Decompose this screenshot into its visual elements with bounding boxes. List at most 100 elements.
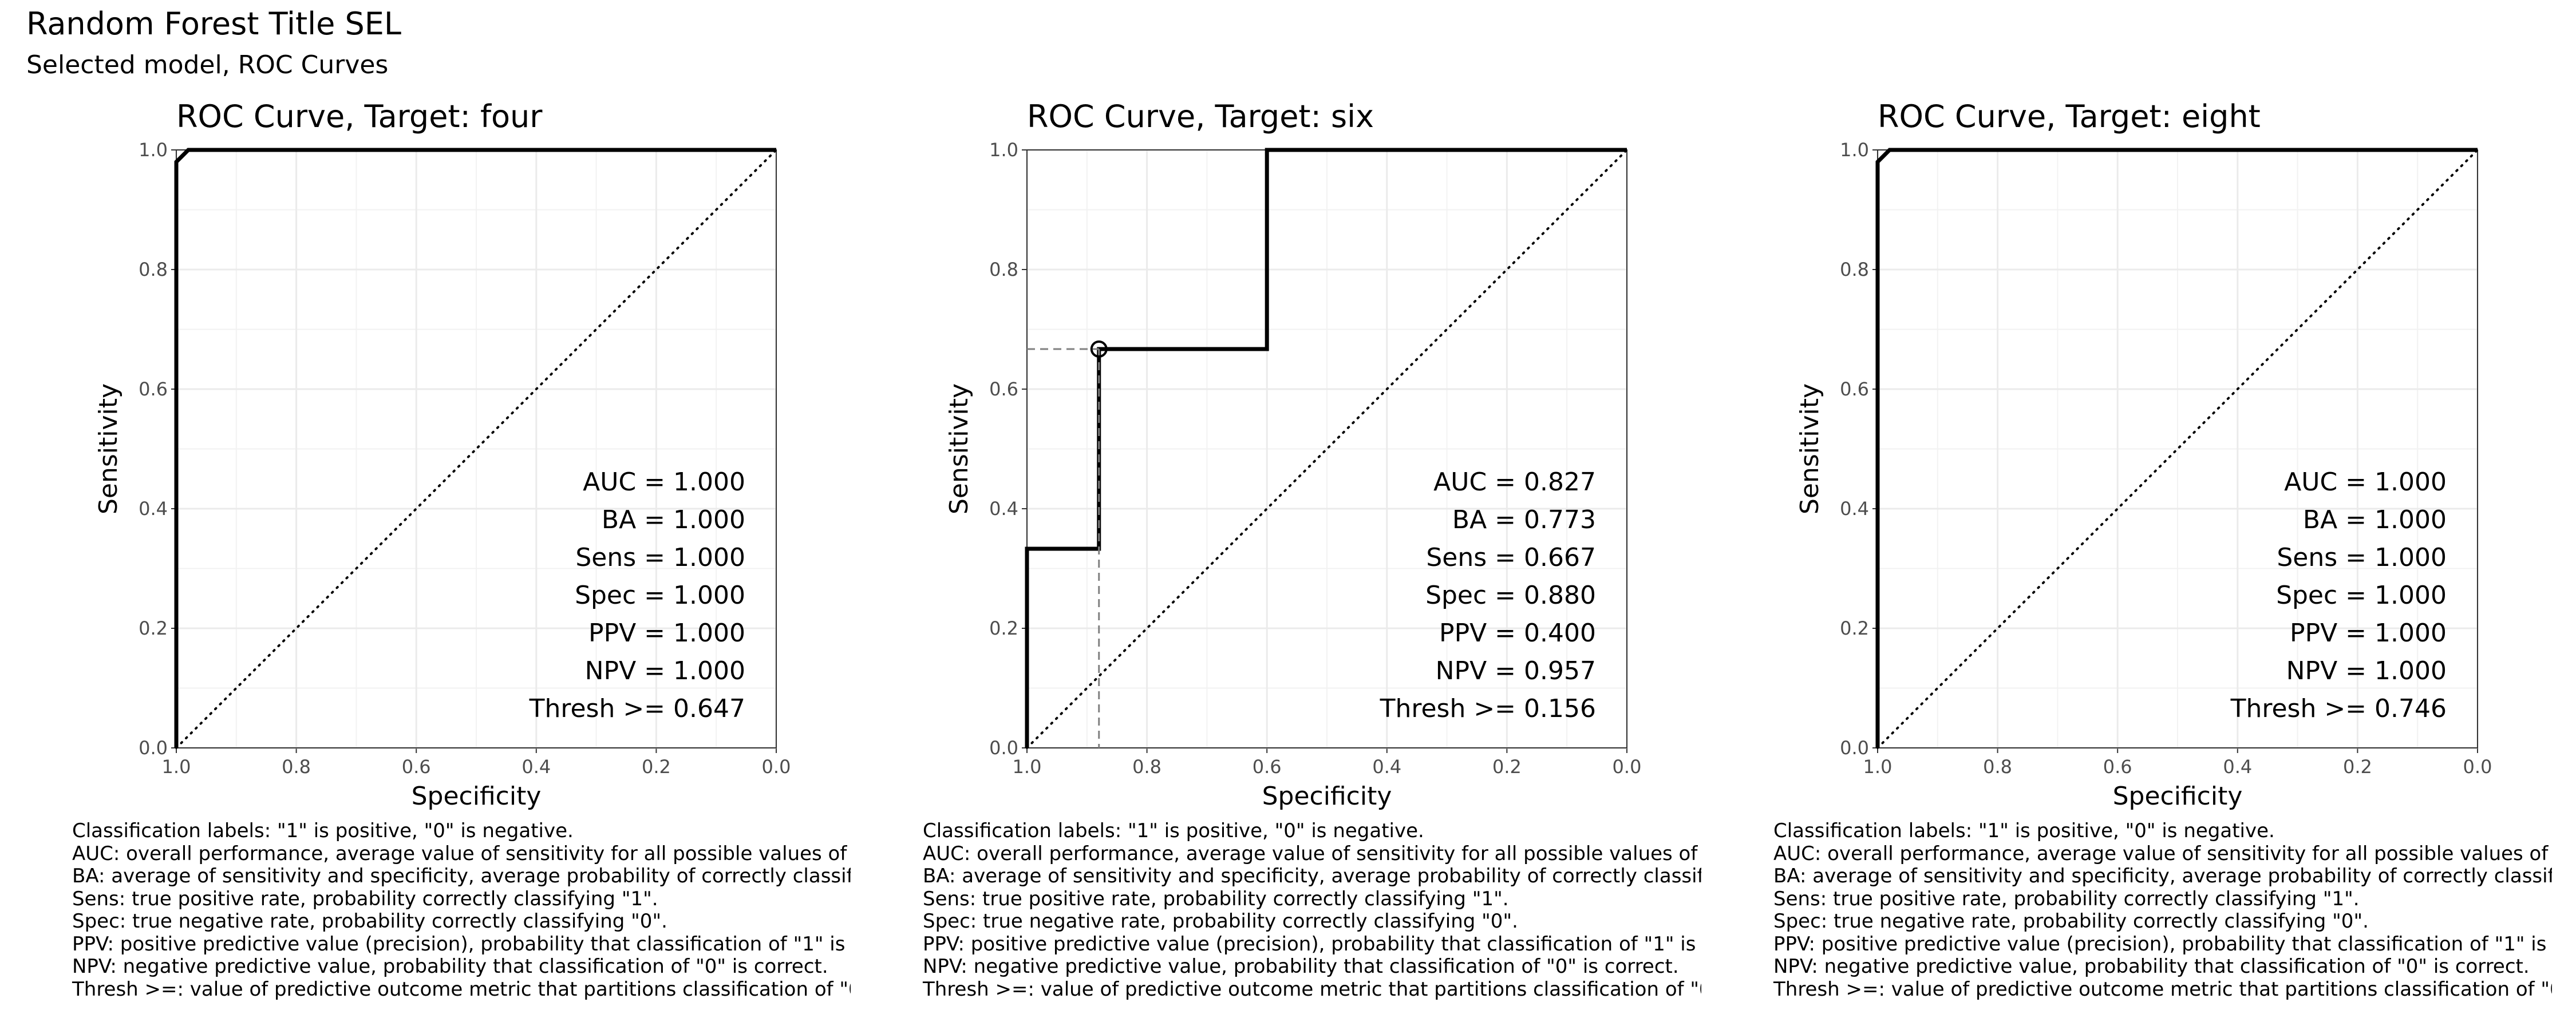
definition-line: Classification labels: "1" is positive, …	[923, 819, 1424, 842]
definition-line: PPV: positive predictive value (precisio…	[1773, 932, 2552, 956]
definition-line: Thresh >=: value of predictive outcome m…	[1773, 977, 2552, 1001]
y-tick-label: 0.0	[989, 737, 1018, 759]
y-tick-label: 0.4	[1840, 498, 1869, 520]
x-tick-label: 0.2	[1492, 756, 1522, 778]
x-tick-label: 1.0	[1013, 756, 1042, 778]
roc-chart-1: 1.0 0.8 0.6 0.4 0.2 0.0 0.0 0.2 0.4 0.6 0.8 1.0 AUC …	[94, 98, 791, 811]
chart-title: ROC Curve, Target: eight	[1878, 98, 2261, 134]
roc-panel-2: 1.0 0.8 0.6 0.4 0.2 0.0 0.0 0.2 0.4 0.6 0.8 1.0 AUC …	[851, 0, 1701, 1030]
x-tick-label: 0.8	[282, 756, 311, 778]
metric-annotation: Thresh >= 0.647	[529, 694, 745, 723]
figure-subtitle: Selected model, ROC Curves	[26, 50, 389, 80]
roc-panel-3: 1.0 0.8 0.6 0.4 0.2 0.0 0.0 0.2 0.4 0.6 0.8 1.0 AUC …	[1701, 0, 2552, 1030]
definition-line: NPV: negative predictive value, probabil…	[1773, 955, 2530, 978]
metric-annotation: Sens = 1.000	[2277, 543, 2447, 572]
chart-title: ROC Curve, Target: four	[176, 98, 543, 134]
definition-line: NPV: negative predictive value, probabil…	[72, 955, 828, 978]
x-axis-label: Specificity	[412, 782, 542, 811]
x-tick-label: 0.0	[762, 756, 791, 778]
definition-line: AUC: overall performance, average value …	[923, 842, 1701, 865]
metric-annotation: Thresh >= 0.156	[1380, 694, 1596, 723]
y-tick-label: 0.6	[1840, 378, 1869, 400]
x-tick-label: 0.2	[642, 756, 671, 778]
y-tick-label: 1.0	[1840, 139, 1869, 161]
x-tick-label: 0.4	[2223, 756, 2252, 778]
definition-line: BA: average of sensitivity and specifici…	[923, 865, 1701, 888]
x-axis-label: Specificity	[2113, 782, 2243, 811]
roc-curve-line	[1875, 148, 2478, 748]
x-tick-label: 0.0	[2463, 756, 2492, 778]
x-tick-label: 1.0	[162, 756, 191, 778]
definition-line: PPV: positive predictive value (precisio…	[923, 932, 1701, 956]
y-tick-label: 0.4	[139, 498, 168, 520]
y-tick-label: 0.2	[1840, 617, 1869, 639]
definition-line: Sens: true positive rate, probability co…	[1773, 887, 2360, 910]
definition-line: Classification labels: "1" is positive, …	[72, 819, 574, 842]
metric-annotation: BA = 1.000	[2303, 505, 2447, 534]
metric-annotation: AUC = 1.000	[2284, 468, 2447, 497]
y-tick-label: 0.0	[139, 737, 168, 759]
x-tick-label: 0.2	[2343, 756, 2372, 778]
metric-annotation: BA = 1.000	[602, 505, 745, 534]
metric-definitions: Classification labels: "1" is positive, …	[1773, 819, 2552, 1001]
selected-threshold-point	[1090, 340, 1108, 358]
roc-curve-line	[174, 148, 776, 748]
y-tick-label: 0.6	[139, 378, 168, 400]
x-tick-label: 0.0	[1613, 756, 1642, 778]
definition-line: AUC: overall performance, average value …	[1773, 842, 2552, 865]
definition-line: Spec: true negative rate, probability co…	[1773, 910, 2369, 933]
definition-line: PPV: positive predictive value (precisio…	[72, 932, 851, 956]
y-tick-label: 1.0	[989, 139, 1018, 161]
metric-annotation: AUC = 1.000	[583, 468, 745, 497]
x-axis-label: Specificity	[1262, 782, 1392, 811]
figure-title: Random Forest Title SEL	[26, 6, 401, 42]
metric-definitions: Classification labels: "1" is positive, …	[72, 819, 851, 1001]
y-tick-label: 0.2	[139, 617, 168, 639]
definition-line: Spec: true negative rate, probability co…	[72, 910, 667, 933]
y-tick-label: 0.2	[989, 617, 1018, 639]
definition-line: AUC: overall performance, average value …	[72, 842, 851, 865]
definition-line: Thresh >=: value of predictive outcome m…	[923, 977, 1701, 1001]
roc-chart-2: 1.0 0.8 0.6 0.4 0.2 0.0 0.0 0.2 0.4 0.6 0.8 1.0 AUC …	[945, 98, 1642, 811]
y-axis-label: Sensitivity	[945, 383, 974, 514]
chart-title: ROC Curve, Target: six	[1027, 98, 1374, 134]
x-tick-label: 0.8	[1983, 756, 2012, 778]
metric-annotation: PPV = 0.400	[1439, 619, 1596, 648]
y-axis-label: Sensitivity	[94, 383, 123, 514]
metric-annotation: NPV = 1.000	[2286, 656, 2447, 686]
x-tick-label: 0.6	[2103, 756, 2132, 778]
definition-line: Classification labels: "1" is positive, …	[1773, 819, 2275, 842]
y-axis-label: Sensitivity	[1795, 383, 1824, 514]
metric-annotation: Thresh >= 0.746	[2230, 694, 2447, 723]
y-tick-label: 0.8	[139, 259, 168, 280]
definition-line: Sens: true positive rate, probability co…	[72, 887, 658, 910]
y-tick-label: 0.8	[989, 259, 1018, 280]
metric-annotation: Sens = 1.000	[575, 543, 745, 572]
y-tick-label: 0.0	[1840, 737, 1869, 759]
x-tick-label: 0.6	[1253, 756, 1282, 778]
definition-line: Sens: true positive rate, probability co…	[923, 887, 1509, 910]
metric-definitions: Classification labels: "1" is positive, …	[923, 819, 1701, 1001]
x-tick-label: 0.4	[521, 756, 551, 778]
roc-panel-1: 1.0 0.8 0.6 0.4 0.2 0.0 0.0 0.2 0.4 0.6 0.8 1.0 AUC …	[0, 0, 851, 1030]
y-tick-label: 0.4	[989, 498, 1018, 520]
metric-annotation: NPV = 0.957	[1436, 656, 1596, 686]
x-tick-label: 0.8	[1132, 756, 1161, 778]
metric-annotation: Spec = 0.880	[1425, 581, 1596, 610]
metric-annotation: PPV = 1.000	[2290, 619, 2447, 648]
metric-annotation: Spec = 1.000	[2276, 581, 2447, 610]
metric-annotation: Sens = 0.667	[1426, 543, 1596, 572]
x-tick-label: 0.6	[402, 756, 431, 778]
metric-annotation: Spec = 1.000	[575, 581, 745, 610]
x-tick-label: 0.4	[1372, 756, 1401, 778]
definition-line: BA: average of sensitivity and specifici…	[72, 865, 851, 888]
definition-line: Thresh >=: value of predictive outcome m…	[72, 977, 851, 1001]
definition-line: NPV: negative predictive value, probabil…	[923, 955, 1679, 978]
metric-annotation: NPV = 1.000	[585, 656, 745, 686]
metric-annotation: AUC = 0.827	[1433, 468, 1596, 497]
metric-annotation: PPV = 1.000	[588, 619, 745, 648]
y-tick-label: 1.0	[139, 139, 168, 161]
roc-chart-3: 1.0 0.8 0.6 0.4 0.2 0.0 0.0 0.2 0.4 0.6 0.8 1.0 AUC …	[1795, 98, 2492, 811]
definition-line: BA: average of sensitivity and specifici…	[1773, 865, 2552, 888]
x-tick-label: 1.0	[1863, 756, 1893, 778]
